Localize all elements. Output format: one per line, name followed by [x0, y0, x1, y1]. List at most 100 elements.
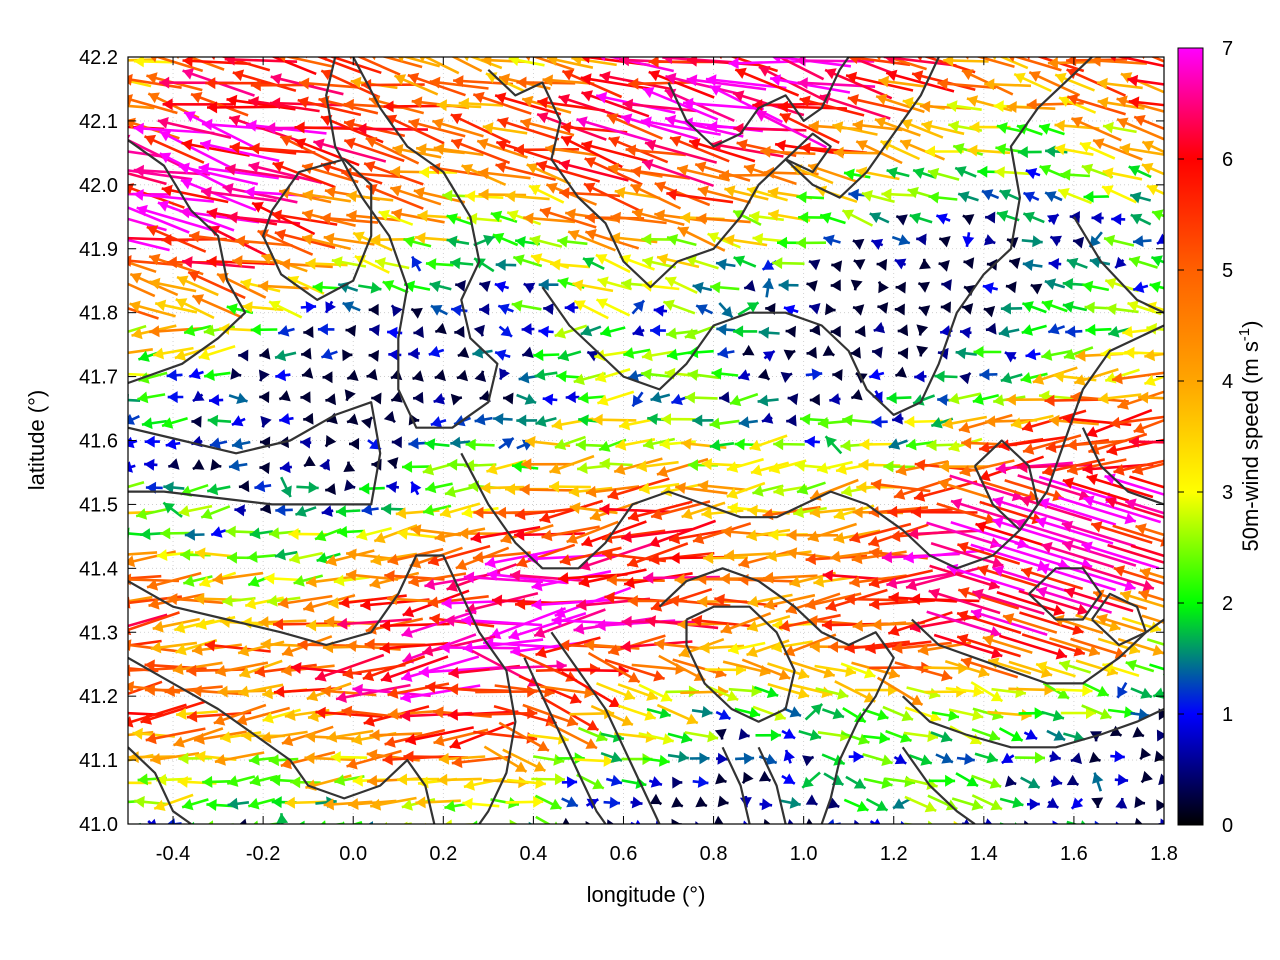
- wind-arrow-head: [709, 439, 721, 452]
- wind-arrow-head: [955, 347, 967, 360]
- wind-arrow: [613, 457, 663, 475]
- wind-arrow: [516, 76, 576, 89]
- wind-arrow: [472, 346, 493, 359]
- wind-arrow: [895, 214, 908, 226]
- wind-arrow: [386, 481, 400, 493]
- wind-arrow-head: [678, 646, 691, 658]
- wind-arrow: [247, 797, 276, 810]
- wind-arrow-head: [608, 136, 621, 148]
- wind-arrow-head: [568, 485, 580, 498]
- wind-arrow-head: [325, 554, 337, 567]
- wind-arrow-head: [1124, 706, 1135, 719]
- wind-arrow: [829, 393, 841, 405]
- wind-arrow-shaft: [518, 827, 539, 828]
- wind-arrow: [869, 212, 890, 224]
- wind-arrow: [385, 114, 445, 145]
- wind-arrow-shaft: [1081, 543, 1160, 570]
- wind-arrow-head: [810, 703, 823, 716]
- wind-arrow-head: [1134, 796, 1145, 809]
- wind-arrow: [724, 549, 772, 562]
- wind-arrow-head: [822, 345, 835, 356]
- wind-arrow-head: [871, 415, 882, 428]
- wind-arrow-head: [744, 279, 756, 292]
- wind-arrow: [758, 753, 778, 766]
- wind-arrow-head: [439, 641, 450, 654]
- wind-arrow: [1070, 797, 1084, 810]
- wind-arrow-head: [1065, 325, 1076, 338]
- wind-arrow-head: [589, 509, 602, 522]
- wind-arrow-shaft: [272, 622, 338, 626]
- wind-arrow-head: [559, 187, 570, 199]
- wind-arrow-shaft: [515, 543, 576, 567]
- wind-arrow: [454, 325, 465, 338]
- wind-arrow: [675, 482, 728, 495]
- wind-arrow-head: [632, 208, 644, 220]
- wind-arrow-head: [982, 634, 995, 647]
- wind-arrow: [383, 410, 396, 424]
- wind-arrow-head: [853, 304, 865, 316]
- wind-arrow-head: [942, 417, 954, 430]
- wind-arrow: [959, 459, 1015, 477]
- wind-arrow-head: [585, 485, 597, 498]
- wind-arrow-head: [391, 305, 403, 317]
- wind-arrow: [188, 367, 204, 380]
- wind-arrow-head: [1010, 417, 1022, 429]
- wind-arrow-head: [1163, 671, 1164, 676]
- wind-arrow-head: [133, 164, 144, 177]
- wind-arrow-shaft: [975, 522, 1043, 546]
- wind-arrow: [276, 813, 289, 824]
- wind-arrow: [845, 775, 867, 790]
- wind-arrow: [819, 212, 846, 225]
- wind-arrow: [434, 369, 446, 382]
- wind-arrow-head: [226, 94, 238, 107]
- wind-arrow: [278, 413, 294, 425]
- wind-arrow-head: [888, 591, 899, 604]
- wind-arrow: [961, 303, 974, 315]
- wind-arrow: [762, 349, 776, 362]
- wind-arrow: [878, 75, 926, 88]
- wind-arrow-head: [787, 393, 799, 406]
- wind-arrow-shaft: [128, 324, 147, 334]
- wind-arrow: [1062, 301, 1088, 313]
- wind-arrow: [1030, 283, 1043, 295]
- wind-arrow-shaft: [1066, 95, 1126, 116]
- wind-arrow-head: [361, 503, 373, 516]
- wind-arrow: [599, 325, 626, 338]
- wind-arrow: [450, 436, 471, 449]
- wind-arrow-head: [921, 120, 933, 132]
- wind-arrow-head: [1097, 77, 1108, 90]
- wind-arrow-head: [336, 691, 347, 703]
- wind-arrow: [724, 185, 769, 201]
- wind-arrow-head: [495, 161, 507, 173]
- wind-arrow-head: [936, 213, 948, 225]
- wind-arrow: [930, 731, 953, 743]
- wind-arrow: [1089, 751, 1101, 763]
- wind-arrow-shaft: [128, 398, 141, 402]
- wind-arrow-head: [978, 666, 990, 678]
- wind-arrow-head: [1146, 184, 1159, 196]
- wind-arrow-head: [258, 616, 269, 629]
- wind-arrow-shaft: [1061, 541, 1137, 567]
- wind-arrow-head: [1062, 477, 1075, 489]
- wind-arrow: [992, 57, 1029, 70]
- wind-arrow: [494, 349, 511, 361]
- wind-arrow-head: [176, 707, 187, 720]
- wind-arrow-shaft: [628, 81, 691, 86]
- wind-arrow: [249, 527, 274, 540]
- wind-arrow-head: [1105, 277, 1117, 290]
- wind-arrow: [891, 641, 952, 654]
- wind-arrow-head: [353, 231, 365, 243]
- wind-arrow: [994, 166, 1030, 179]
- wind-arrow-shaft: [473, 711, 538, 716]
- wind-arrow-head: [585, 738, 597, 749]
- wind-arrow-head: [979, 469, 991, 482]
- wind-arrow: [554, 324, 588, 339]
- wind-arrow: [691, 705, 713, 718]
- wind-arrow-head: [1000, 302, 1011, 315]
- wind-arrow-head: [735, 67, 747, 79]
- wind-arrow: [174, 344, 216, 361]
- wind-arrow: [966, 95, 1013, 112]
- wind-arrow-head: [697, 185, 709, 198]
- wind-arrow-head: [178, 505, 190, 517]
- wind-arrow-head: [599, 503, 610, 516]
